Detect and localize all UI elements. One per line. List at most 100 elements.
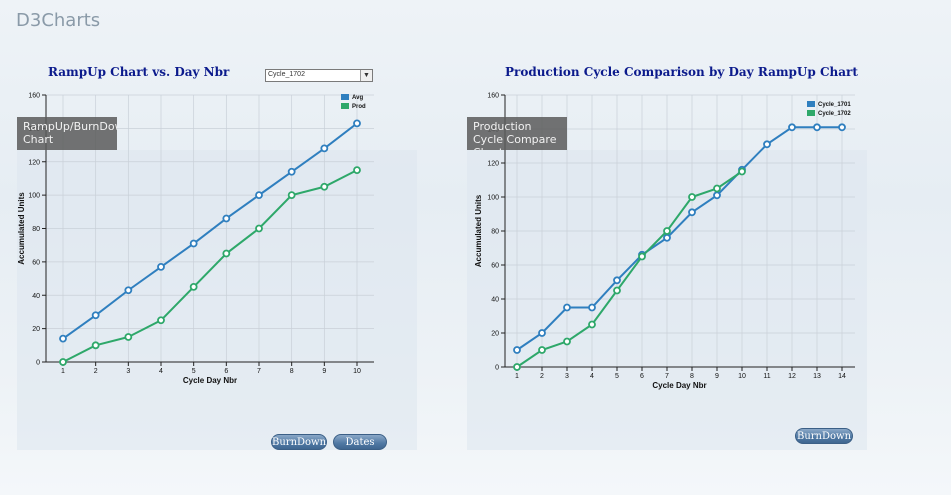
data-point — [222, 249, 231, 258]
burndown-button-compare[interactable]: BurnDown — [795, 428, 853, 444]
x-tick-label: 5 — [615, 373, 619, 380]
tile-background-rampup — [17, 150, 417, 450]
data-point — [538, 329, 546, 337]
data-point — [124, 286, 133, 295]
data-point — [638, 252, 646, 261]
y-tick-label: 100 — [28, 193, 40, 200]
data-point — [255, 224, 263, 233]
legend-label: Cycle_1701 — [818, 102, 851, 108]
chevron-down-icon[interactable]: ▼ — [360, 70, 372, 81]
x-tick-label: 4 — [590, 373, 594, 380]
x-tick-label: 10 — [738, 373, 746, 380]
data-point — [91, 341, 100, 350]
y-tick-label: 60 — [32, 259, 40, 266]
legend-label: Avg — [352, 95, 363, 101]
series-line-cycle_1702 — [516, 170, 743, 368]
data-point — [513, 346, 521, 354]
x-tick-label: 7 — [257, 368, 261, 375]
data-point — [157, 262, 165, 271]
x-tick-label: 4 — [159, 368, 163, 375]
x-tick-label: 2 — [94, 368, 98, 375]
x-tick-label: 1 — [515, 373, 519, 380]
x-tick-label: 6 — [224, 368, 228, 375]
legend-swatch — [807, 110, 815, 116]
data-point — [663, 227, 671, 235]
data-point — [513, 363, 521, 371]
series-line-cycle_1701 — [516, 126, 842, 351]
legend-swatch — [341, 103, 349, 109]
x-tick-label: 8 — [290, 368, 294, 375]
y-tick-label: 20 — [32, 326, 40, 333]
data-point — [222, 214, 231, 223]
cycle-select[interactable]: Cycle_1702 ▼ — [265, 69, 373, 82]
data-point — [320, 144, 329, 153]
legend-label: Cycle_1702 — [818, 111, 851, 117]
dates-button[interactable]: Dates — [333, 434, 387, 450]
x-tick-label: 6 — [640, 373, 644, 380]
data-point — [613, 276, 621, 285]
x-tick-label: 7 — [665, 373, 669, 380]
data-point — [588, 303, 596, 312]
data-point — [255, 191, 263, 200]
data-point — [613, 286, 621, 295]
y-tick-label: 60 — [491, 263, 499, 270]
legend-label: Prod — [352, 104, 366, 110]
x-tick-label: 10 — [353, 368, 361, 375]
y-tick-label: 80 — [32, 226, 40, 233]
data-point — [59, 334, 67, 343]
series-line-avg — [62, 122, 358, 340]
y-tick-label: 120 — [28, 159, 40, 166]
data-point — [124, 333, 133, 341]
data-point — [663, 233, 671, 242]
data-point — [838, 123, 846, 132]
data-point — [189, 283, 198, 291]
tile-label-compare[interactable]: Production Cycle Compare Chart — [467, 117, 567, 150]
y-tick-label: 80 — [491, 229, 499, 236]
app-title: D3Charts — [16, 10, 101, 31]
burndown-button[interactable]: BurnDown — [271, 434, 327, 450]
x-tick-label: 13 — [813, 373, 821, 380]
series-line-prod — [62, 169, 358, 363]
data-point — [738, 167, 746, 176]
x-tick-label: 3 — [565, 373, 569, 380]
x-tick-label: 1 — [61, 368, 65, 375]
x-tick-label: 11 — [763, 373, 770, 380]
data-point — [538, 346, 546, 354]
data-point — [353, 119, 361, 128]
tile-label-rampup[interactable]: RampUp/BurnDown Chart — [17, 117, 117, 150]
data-point — [588, 320, 596, 329]
x-tick-label: 3 — [126, 368, 130, 375]
legend-swatch — [807, 101, 815, 107]
data-point — [320, 182, 329, 191]
x-tick-label: 9 — [322, 368, 326, 375]
x-tick-label: 8 — [690, 373, 694, 380]
data-point — [563, 303, 571, 312]
y-tick-label: 100 — [487, 195, 499, 202]
y-axis-title: Accumulated Units — [17, 192, 26, 265]
data-point — [763, 140, 771, 149]
legend-swatch — [341, 94, 349, 100]
x-tick-label: 12 — [788, 373, 796, 380]
data-point — [688, 193, 696, 201]
data-point — [91, 311, 100, 320]
x-tick-label: 5 — [192, 368, 196, 375]
data-point — [157, 316, 165, 325]
x-axis-title: Cycle Day Nbr — [652, 381, 706, 390]
x-tick-label: 2 — [540, 373, 544, 380]
data-point — [713, 184, 721, 193]
cycle-select-value: Cycle_1702 — [268, 71, 305, 78]
data-point — [287, 191, 296, 200]
y-tick-label: 160 — [487, 93, 499, 100]
data-point — [287, 167, 296, 176]
y-tick-label: 0 — [495, 365, 499, 372]
x-tick-label: 9 — [715, 373, 719, 380]
x-axis-title: Cycle Day Nbr — [183, 376, 237, 385]
y-tick-label: 120 — [487, 161, 499, 168]
data-point — [353, 166, 361, 174]
data-point — [713, 191, 721, 200]
data-point — [59, 358, 67, 366]
y-tick-label: 160 — [28, 93, 40, 100]
y-tick-label: 40 — [491, 297, 499, 304]
